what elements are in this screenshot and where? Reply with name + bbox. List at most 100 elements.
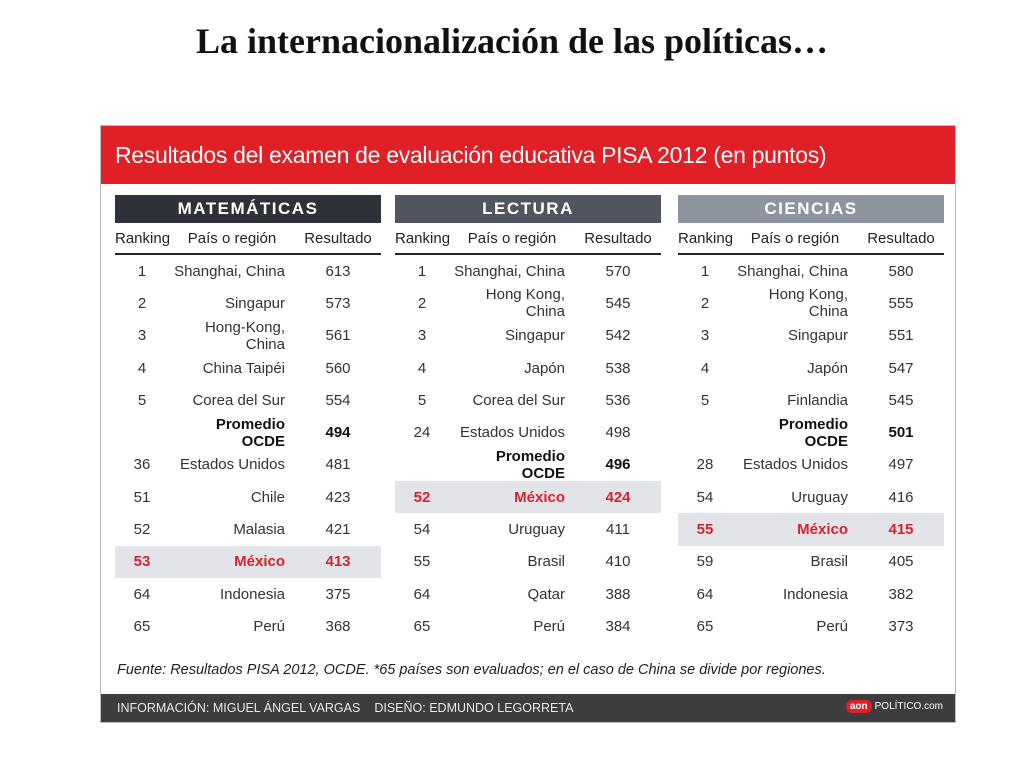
table-row: 3 Hong-Kong, China 561 (115, 319, 381, 353)
result-cell: 382 (888, 585, 914, 603)
highlight-row-mexico: 52 México 424 (395, 481, 661, 514)
result-cell: 384 (605, 617, 631, 635)
country-cell: Indonesia (219, 585, 285, 603)
rank-cell: 54 (413, 521, 431, 539)
country-cell: Singapur (504, 327, 565, 345)
rank-cell: 3 (137, 327, 147, 345)
country-cell: China Taipéi (202, 359, 285, 377)
result-cell: 497 (888, 456, 914, 474)
result-cell: 554 (325, 391, 351, 409)
rank-cell: 4 (417, 359, 427, 377)
result-cell: 413 (325, 553, 351, 571)
result-cell: 375 (325, 585, 351, 603)
table-row: 2 Singapur 573 (115, 287, 381, 319)
rank-cell: 2 (417, 294, 427, 312)
table-row: 1 Shanghai, China 570 (395, 255, 661, 287)
result-cell: 481 (325, 456, 351, 474)
country-cell: Corea del Sur (472, 391, 565, 409)
table-row: 54 Uruguay 416 (678, 481, 944, 513)
result-cell: 545 (605, 294, 631, 312)
country-cell: Promedio OCDE (215, 415, 285, 450)
rank-cell: 65 (413, 617, 431, 635)
result-cell: 388 (605, 585, 631, 603)
table-row: 4 Japón 538 (395, 352, 661, 384)
country-cell: Brasil (527, 553, 565, 571)
oecd-average-row: Promedio OCDE 494 (115, 415, 381, 450)
rank-cell: 24 (413, 424, 431, 442)
country-cell: Singapur (787, 327, 848, 345)
country-cell: Japón (807, 359, 848, 377)
country-header: País o región (467, 229, 557, 247)
table-row: 52 Malasia 421 (115, 513, 381, 545)
country-cell: Indonesia (782, 585, 848, 603)
result-cell: 411 (606, 521, 630, 539)
country-cell: Estados Unidos (179, 456, 285, 474)
rank-cell: 59 (696, 553, 714, 571)
rank-cell: 36 (133, 456, 151, 474)
table-row: 28 Estados Unidos 497 (678, 449, 944, 481)
result-cell: 547 (888, 359, 914, 377)
column-headers: Ranking País o región Resultado (678, 223, 944, 255)
ranking-header: Ranking (395, 229, 451, 247)
rank-cell: 5 (700, 391, 710, 409)
table-row: 54 Uruguay 411 (395, 513, 661, 545)
result-cell: 368 (325, 617, 351, 635)
country-cell: Estados Unidos (742, 456, 848, 474)
rank-cell: 3 (417, 327, 427, 345)
result-cell: 373 (888, 617, 914, 635)
rank-cell: 65 (696, 617, 714, 635)
panel-title: LECTURA (395, 195, 661, 223)
country-cell: Shanghai, China (454, 262, 565, 280)
table-row: 64 Qatar 388 (395, 578, 661, 610)
logo-badge: aon (845, 700, 872, 713)
table-row: 59 Brasil 405 (678, 546, 944, 578)
country-cell: Shanghai, China (737, 262, 848, 280)
ranking-header: Ranking (115, 229, 171, 247)
country-cell: Qatar (527, 585, 565, 603)
highlight-row-mexico: 55 México 415 (678, 513, 944, 546)
table-row: 24 Estados Unidos 498 (395, 416, 661, 448)
result-cell: 538 (605, 359, 631, 377)
aon-politico-logo: aon POLÍTICO.com (845, 700, 943, 713)
design-credit: DISEÑO: EDMUNDO LEGORRETA (374, 701, 574, 715)
rank-cell: 54 (696, 488, 714, 506)
table-row: 5 Corea del Sur 554 (115, 384, 381, 416)
result-cell: 498 (605, 424, 631, 442)
country-cell: México (234, 553, 285, 571)
info-credit: INFORMACIÓN: MIGUEL ÁNGEL VARGAS (117, 701, 361, 715)
country-header: País o región (750, 229, 840, 247)
table-row: 3 Singapur 551 (678, 320, 944, 352)
country-cell: Singapur (224, 294, 285, 312)
country-cell: Finlandia (787, 391, 848, 409)
country-cell: Corea del Sur (192, 391, 285, 409)
rank-cell: 2 (137, 294, 147, 312)
rank-cell: 1 (417, 262, 427, 280)
table-row: 65 Perú 368 (115, 610, 381, 642)
table-row: 5 Corea del Sur 536 (395, 384, 661, 416)
table-row: 4 Japón 547 (678, 352, 944, 384)
slide-title: La internacionalización de las políticas… (195, 21, 828, 61)
country-cell: Promedio OCDE (778, 415, 848, 450)
rank-cell: 52 (133, 521, 151, 539)
rank-cell: 52 (413, 488, 431, 506)
rank-cell: 64 (133, 585, 151, 603)
result-cell: 555 (888, 294, 914, 312)
column-headers: Ranking País o región Resultado (115, 223, 381, 255)
country-cell: Perú (253, 617, 285, 635)
country-cell: Hong Kong, China (768, 286, 848, 321)
result-cell: 545 (888, 391, 914, 409)
result-header: Resultado (304, 229, 372, 247)
table-row: 51 Chile 423 (115, 481, 381, 513)
table-row: 1 Shanghai, China 580 (678, 255, 944, 287)
rank-cell: 28 (696, 456, 714, 474)
country-cell: Hong Kong, China (485, 286, 565, 321)
result-cell: 542 (605, 327, 631, 345)
result-cell: 496 (605, 456, 631, 474)
rank-cell: 1 (700, 262, 710, 280)
logo-text: POLÍTICO.com (874, 701, 943, 712)
table-row: 65 Perú 373 (678, 610, 944, 642)
result-cell: 424 (605, 488, 631, 506)
table-row: 3 Singapur 542 (395, 320, 661, 352)
rank-cell: 5 (137, 391, 147, 409)
rank-cell: 55 (413, 553, 431, 571)
